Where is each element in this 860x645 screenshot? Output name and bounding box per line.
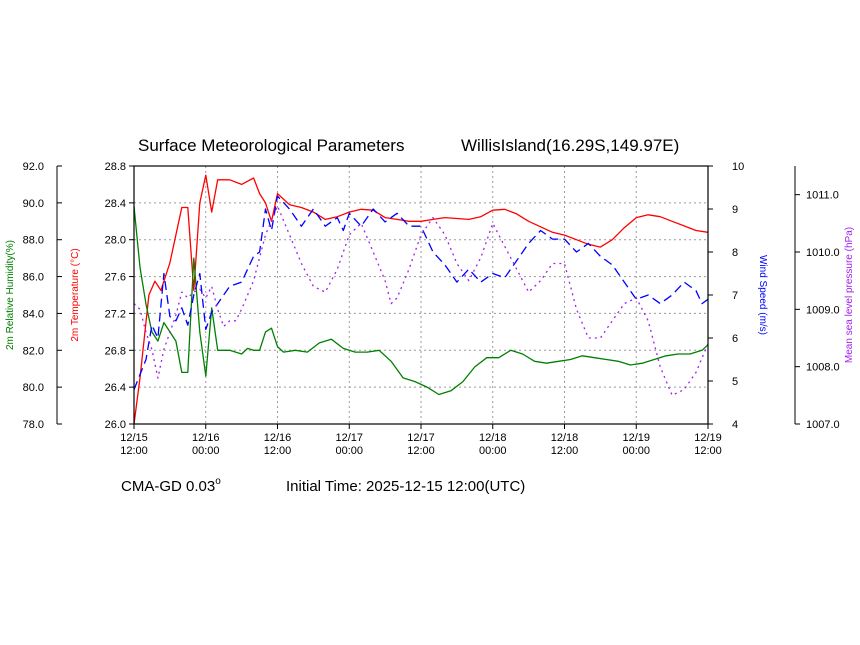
x-tick-label-time: 12:00 [264, 445, 292, 457]
pressure-tick-label: 1008.0 [806, 362, 840, 374]
humidity-tick-label: 92.0 [23, 161, 44, 173]
x-tick-label-date: 12/15 [120, 432, 148, 444]
humidity-tick-label: 82.0 [23, 345, 44, 357]
x-tick-label-date: 12/16 [264, 432, 292, 444]
wind-series-line [133, 195, 709, 390]
location-label: WillisIsland(16.29S,149.97E) [461, 136, 679, 155]
temp-tick-label: 26.4 [105, 382, 126, 394]
x-tick-label-date: 12/19 [694, 432, 722, 444]
temp-tick-label: 28.0 [105, 235, 126, 247]
pressure-axis-label: Mean sea level pressure (hPa) [844, 227, 855, 363]
wind-axis-label: Wind Speed (m/s) [757, 255, 768, 335]
wind-tick-label: 7 [732, 290, 738, 302]
wind-tick-label: 5 [732, 376, 738, 388]
x-tick-label-date: 12/16 [192, 432, 220, 444]
pressure-tick-label: 1011.0 [806, 190, 839, 202]
x-tick-label-time: 12:00 [551, 445, 579, 457]
x-tick-label-time: 00:00 [622, 445, 650, 457]
model-name: CMA-GD 0.03o [121, 476, 221, 495]
humidity-axis-label: 2m Relative Humidity(%) [5, 240, 16, 350]
wind-tick-label: 10 [732, 161, 744, 173]
humidity-tick-label: 78.0 [23, 419, 44, 431]
x-tick-label-time: 00:00 [335, 445, 363, 457]
pressure-tick-label: 1009.0 [806, 304, 840, 316]
temp-tick-label: 27.6 [105, 272, 126, 284]
wind-tick-label: 8 [732, 247, 738, 259]
initial-time: Initial Time: 2025-12-15 12:00(UTC) [286, 478, 525, 495]
x-tick-label-date: 12/17 [335, 432, 363, 444]
x-tick-label-date: 12/19 [622, 432, 650, 444]
plot-frame [133, 165, 709, 425]
humidity-tick-label: 80.0 [23, 382, 44, 394]
pressure-tick-label: 1007.0 [806, 419, 840, 431]
chart-title: Surface Meteorological Parameters [138, 136, 404, 155]
x-tick-label-time: 12:00 [694, 445, 722, 457]
temp-tick-label: 28.4 [105, 198, 126, 210]
humidity-tick-label: 84.0 [23, 308, 44, 320]
temp-tick-label: 27.2 [105, 308, 126, 320]
x-tick-label-date: 12/17 [407, 432, 435, 444]
wind-tick-label: 9 [732, 204, 738, 216]
x-tick-label-date: 12/18 [551, 432, 579, 444]
humidity-tick-label: 90.0 [23, 198, 44, 210]
wind-tick-label: 4 [732, 419, 738, 431]
axes: 12/1512:0012/1600:0012/1612:0012/1700:00… [5, 161, 855, 457]
humidity-tick-label: 86.0 [23, 272, 44, 284]
temperature-series-line [133, 174, 709, 425]
temp-axis-label: 2m Temperature (°C) [70, 248, 81, 341]
temp-tick-label: 28.8 [105, 161, 126, 173]
grid [134, 166, 708, 424]
humidity-tick-label: 88.0 [23, 235, 44, 247]
x-tick-label-time: 12:00 [120, 445, 148, 457]
temp-tick-label: 26.0 [105, 419, 126, 431]
x-tick-label-time: 00:00 [479, 445, 507, 457]
wind-tick-label: 6 [732, 333, 738, 345]
humidity-series-line [133, 206, 709, 396]
x-tick-label-time: 00:00 [192, 445, 220, 457]
x-tick-label-date: 12/18 [479, 432, 507, 444]
series-lines [133, 174, 709, 425]
x-tick-label-time: 12:00 [407, 445, 435, 457]
temp-tick-label: 26.8 [105, 345, 126, 357]
pressure-tick-label: 1010.0 [806, 247, 840, 259]
